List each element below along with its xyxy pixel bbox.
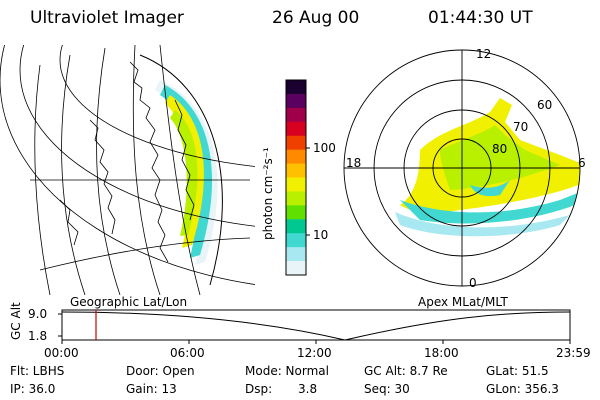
date-label: 26 Aug 00 [272, 8, 360, 28]
alt-ylabel: GC Alt [9, 302, 23, 340]
colorbar-segment [286, 135, 306, 151]
mlt-label-12: 12 [476, 47, 492, 61]
flt-info: Flt: LBHS [10, 364, 65, 378]
colorbar-tick-10: 10 [313, 228, 329, 242]
colorbar-segment [286, 233, 306, 248]
alt-xtick-3: 18:00 [424, 346, 459, 360]
colorbar-segment [286, 93, 306, 109]
seq-info: Seq: 30 [364, 382, 410, 396]
polar-aurora [395, 98, 580, 237]
apex-label: Apex MLat/MLT [418, 295, 508, 309]
colorbar-segment [286, 107, 306, 123]
mlt-label-0: 0 [469, 276, 477, 290]
lat-label-80: 80 [492, 142, 508, 156]
ip-info: IP: 36.0 [10, 382, 56, 396]
colorbar-segment [286, 219, 306, 234]
colorbar-segment [286, 121, 306, 137]
lat-label-70: 70 [513, 120, 529, 134]
glat-info: GLat: 51.5 [486, 364, 549, 378]
alt-xtick-1: 06:00 [170, 346, 205, 360]
mode-info: Mode: Normal [245, 364, 329, 378]
colorbar-segment [286, 163, 306, 178]
colorbar-segment [286, 149, 306, 165]
colorbar-tick-100: 100 [313, 141, 336, 155]
colorbar-segment [286, 261, 306, 276]
dsp-info-value: 3.8 [298, 382, 318, 396]
glon-info: GLon: 356.3 [486, 382, 559, 396]
lat-label-60: 60 [537, 98, 553, 112]
gain-info: Gain: 13 [126, 382, 177, 396]
geographic-map [0, 45, 255, 295]
alt-xtick-0: 00:00 [44, 346, 79, 360]
geographic-label: Geographic Lat/Lon [70, 295, 188, 309]
colorbar [286, 80, 306, 276]
alt-xtick-4: 23:59 [556, 346, 591, 360]
time-label: 01:44:30 UT [428, 8, 533, 28]
colorbar-segment [286, 177, 306, 192]
door-info: Door: Open [126, 364, 195, 378]
alt-ytick-9: 9.0 [28, 307, 48, 321]
gcalt-info: GC Alt: 8.7 Re [364, 364, 448, 378]
polar-grid [343, 49, 581, 287]
mlt-label-6: 6 [578, 156, 586, 170]
colorbar-segment [286, 205, 306, 220]
instrument-title: Ultraviolet Imager [30, 8, 184, 28]
dsp-info-label: Dsp: [245, 382, 273, 396]
mlt-label-18: 18 [346, 156, 362, 170]
colorbar-segment [286, 191, 306, 206]
alt-xtick-2: 12:00 [297, 346, 332, 360]
colorbar-unit-label: photon cm⁻²s⁻¹ [261, 147, 275, 240]
colorbar-segment [286, 80, 306, 95]
alt-ytick-1.8: 1.8 [28, 329, 48, 343]
colorbar-segment [286, 247, 306, 262]
altitude-plot [58, 309, 571, 344]
